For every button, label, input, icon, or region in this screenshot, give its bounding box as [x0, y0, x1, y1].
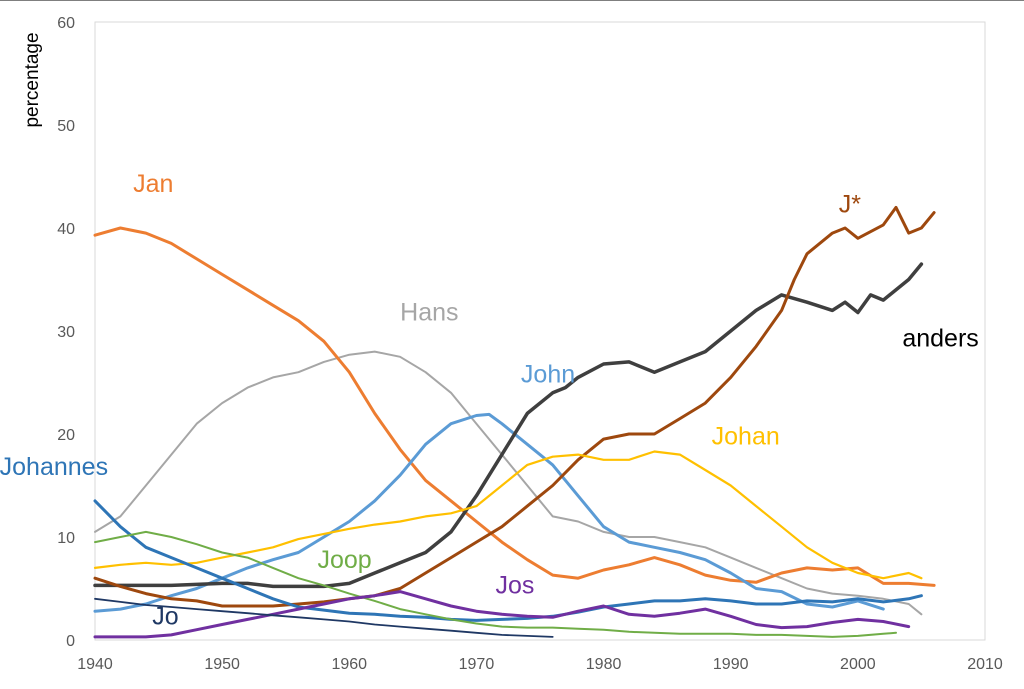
series-line-j: [93, 205, 936, 608]
y-tick-label: 10: [57, 530, 75, 547]
series-line-anders: [93, 262, 924, 589]
y-tick-label: 20: [57, 427, 75, 444]
series-line-johan: [93, 450, 923, 580]
series-labels: Hans Jan John anders J* Johan Johannes Joop Jos J…: [0, 170, 979, 631]
x-tick-label: 2010: [967, 656, 1003, 673]
y-tick-label: 50: [57, 118, 75, 135]
series-line-johannes: [93, 499, 923, 622]
series-label-joop: Joop: [318, 546, 372, 574]
series-label-johan: Johan: [712, 422, 780, 450]
y-tick-label: 0: [66, 633, 75, 650]
plot-area: [94, 21, 986, 641]
y-tick-label: 60: [57, 15, 75, 32]
series-line-john: [93, 412, 885, 613]
x-tick-label: 1970: [459, 656, 495, 673]
series-label-j: J*: [839, 191, 862, 219]
x-tick-label: 1940: [77, 656, 113, 673]
series-line-jo: [94, 597, 554, 638]
x-tick-label: 1980: [586, 656, 622, 673]
series-label-jo: Jo: [152, 603, 178, 631]
x-tick-label: 1960: [331, 656, 367, 673]
y-tick-label: 30: [57, 324, 75, 341]
series-label-john: John: [521, 361, 575, 389]
x-tick-label: 1990: [713, 656, 749, 673]
y-axis-label: percentage: [22, 32, 43, 127]
series-label-johannes: Johannes: [0, 453, 108, 481]
series-label-anders: anders: [902, 324, 978, 352]
series-label-jos: Jos: [496, 572, 535, 600]
y-tick-label: 40: [57, 221, 75, 238]
y-axis-ticks: 0 10 20 30 40 50 60: [57, 15, 75, 650]
series-label-hans: Hans: [400, 299, 458, 327]
top-border-line: [0, 0, 1024, 1]
series-line-joop: [94, 530, 897, 638]
series-line-jan: [93, 226, 936, 587]
series-line-jos: [93, 590, 911, 639]
series-line-hans: [94, 350, 923, 616]
series-lines: [93, 205, 936, 639]
x-tick-label: 1950: [204, 656, 240, 673]
x-axis-ticks: 1940 1950 1960 1970 1980 1990 2000 2010: [77, 656, 1003, 673]
series-label-jan: Jan: [133, 170, 173, 198]
x-tick-label: 2000: [840, 656, 876, 673]
